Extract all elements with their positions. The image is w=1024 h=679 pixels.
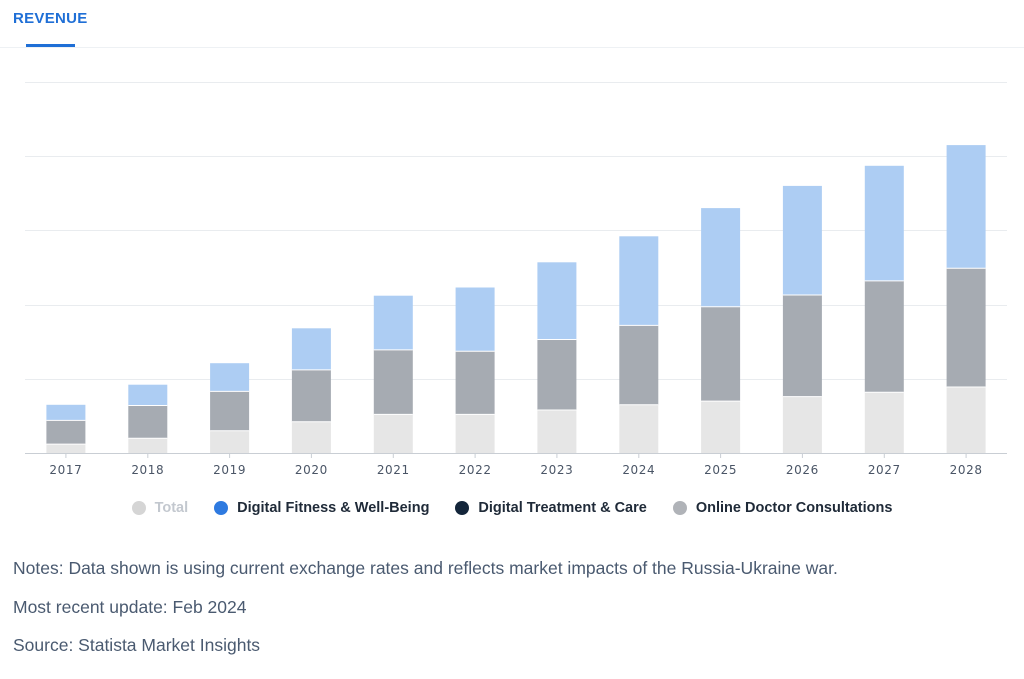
chart-legend: Total Digital Fitness & Well-Being Digital… xyxy=(0,500,1024,516)
legend-marker-icon xyxy=(455,501,470,515)
legend-item[interactable]: Digital Treatment & Care xyxy=(455,500,647,516)
legend-marker-icon xyxy=(214,501,229,515)
legend-item[interactable]: Digital Fitness & Well-Being xyxy=(214,500,429,516)
bar-segment xyxy=(128,384,168,406)
chart-notes: Notes: Data shown is using current excha… xyxy=(13,558,838,676)
bar-segment xyxy=(701,306,741,401)
revenue-chart: 2017 2018 2019 2020 2021 2022 2023 2024 2025 2026… xyxy=(25,82,1007,477)
legend-marker-icon xyxy=(672,501,687,515)
x-tick-label: 2022 xyxy=(459,463,492,477)
bar-segment xyxy=(373,414,413,453)
bar-segment xyxy=(619,404,659,453)
x-tick-label: 2023 xyxy=(540,463,573,477)
x-tick-label: 2025 xyxy=(704,463,737,477)
bar-segment xyxy=(537,262,577,340)
x-tick-label: 2020 xyxy=(295,463,328,477)
bar-segment xyxy=(946,268,986,387)
bar-segment xyxy=(128,438,168,453)
bar-segment xyxy=(291,421,331,453)
update-text: Most recent update: Feb 2024 xyxy=(13,596,247,617)
bar-segment xyxy=(291,328,331,370)
bar-segment xyxy=(46,444,86,453)
legend-label: Total xyxy=(154,500,189,516)
legend-label: Digital Fitness & Well-Being xyxy=(237,500,430,516)
bar-segment xyxy=(210,430,250,453)
bar-segment xyxy=(864,392,904,453)
x-tick-label: 2026 xyxy=(786,463,819,477)
x-tick-label: 2018 xyxy=(131,463,164,477)
bar-segment xyxy=(291,369,331,422)
bar-segment xyxy=(864,280,904,393)
bar-segment xyxy=(373,349,413,415)
source-text: Source: Statista Market Insights xyxy=(13,635,261,655)
bar-segment xyxy=(782,396,822,453)
bar-segment xyxy=(619,325,659,405)
legend-label: Digital Treatment & Care xyxy=(478,500,647,516)
bar-segment xyxy=(537,410,577,453)
bar-segment xyxy=(373,295,413,350)
bar-segment xyxy=(455,351,495,415)
x-tick-label: 2024 xyxy=(622,463,655,477)
bar-segment xyxy=(128,405,168,439)
bar-segment xyxy=(46,404,86,421)
x-tick-label: 2017 xyxy=(49,463,82,477)
bar-segment xyxy=(782,295,822,397)
legend-label: Online Doctor Consultations xyxy=(695,500,893,516)
legend-item[interactable]: Online Doctor Consultations xyxy=(672,500,893,516)
bar-segment xyxy=(701,208,741,307)
bar-segment xyxy=(210,391,250,431)
legend-marker-icon xyxy=(131,501,146,515)
bar-segment xyxy=(455,287,495,352)
notes-text: Notes: Data shown is using current excha… xyxy=(13,558,838,578)
bar-segment xyxy=(782,185,822,295)
bar-segment xyxy=(864,165,904,281)
bar-segment xyxy=(619,236,659,326)
tab-revenue[interactable]: REVENUE xyxy=(13,10,88,27)
bar-segment xyxy=(701,401,741,453)
bar-segment xyxy=(946,387,986,453)
x-tick-label: 2021 xyxy=(377,463,410,477)
bar-segment xyxy=(455,414,495,453)
bar-segment xyxy=(946,145,986,269)
x-tick-label: 2028 xyxy=(950,463,983,477)
tab-bar: REVENUE xyxy=(0,0,1024,48)
bar-segment xyxy=(210,363,250,392)
x-tick-label: 2027 xyxy=(868,463,901,477)
x-tick-label: 2019 xyxy=(213,463,246,477)
legend-item[interactable]: Total xyxy=(131,500,189,516)
bar-segment xyxy=(537,339,577,410)
bar-segment xyxy=(46,420,86,445)
tab-active-indicator xyxy=(26,44,75,47)
